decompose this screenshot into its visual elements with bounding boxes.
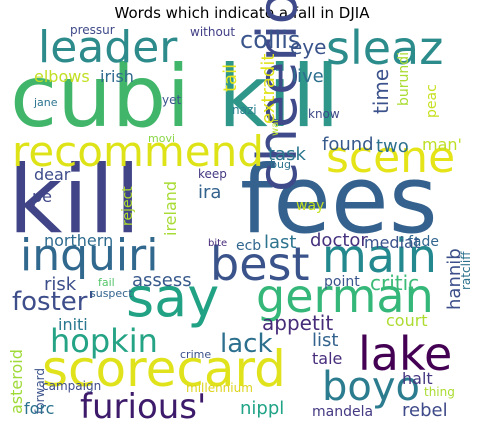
word-nippl-62: nippl bbox=[240, 398, 284, 419]
word-found-31: found bbox=[322, 134, 374, 155]
word-ratcliff-45: ratcliff bbox=[459, 251, 473, 290]
word-lack-54: lack bbox=[220, 329, 273, 359]
word-fees-3: fees bbox=[240, 146, 438, 255]
word-irish-24: irish bbox=[100, 67, 134, 86]
word-sleaz-5: sleaz bbox=[326, 21, 443, 75]
word-ireland-36: ireland bbox=[161, 181, 180, 236]
word-halt-60: halt bbox=[402, 369, 433, 388]
word-scene-8: scene bbox=[326, 132, 455, 183]
word-time-27: time bbox=[369, 69, 393, 114]
word-crime-78: crime bbox=[180, 348, 211, 361]
word-critic-48: critic bbox=[370, 271, 419, 295]
word-task-32: task bbox=[268, 144, 306, 165]
word-main-10: main bbox=[322, 229, 437, 283]
word-forward-59: forward bbox=[33, 368, 47, 414]
word-bug-73: bug bbox=[270, 158, 291, 171]
word-tail-22: tail bbox=[220, 64, 241, 92]
word-eye-20: eye bbox=[290, 35, 326, 59]
word-without-66: without bbox=[190, 25, 235, 39]
word-nazi-69: nazi bbox=[232, 103, 257, 117]
word-inquiri-9: inquiri bbox=[20, 230, 158, 281]
word-risk-46: risk bbox=[44, 274, 77, 295]
word-yet-68: yet bbox=[162, 93, 181, 107]
word-pe-34: pe bbox=[32, 187, 52, 206]
word-recommend-7: recommend bbox=[12, 127, 264, 176]
word-kill-1: kill bbox=[218, 47, 339, 147]
chart-title: Words which indicate a fall in DJIA bbox=[114, 4, 370, 22]
word-point-51: point bbox=[324, 274, 360, 290]
word-scorecard-15: scorecard bbox=[42, 340, 286, 398]
word-initi-58: initi bbox=[58, 315, 88, 334]
word-say-12: say bbox=[126, 266, 219, 329]
word-ecb-75: ecb bbox=[236, 238, 261, 254]
word-german-13: german bbox=[256, 269, 434, 323]
word-hopkin-14: hopkin bbox=[50, 322, 158, 360]
word-foster-50: foster' bbox=[12, 287, 95, 317]
word-thing-81: thing bbox=[424, 385, 455, 399]
word-suspect-77: suspect bbox=[90, 287, 133, 300]
word-dear-33: dear bbox=[34, 165, 71, 184]
word-mediat-40: mediat bbox=[364, 233, 420, 252]
word-reject-35: reject bbox=[120, 186, 136, 226]
word-court-53: court bbox=[386, 311, 428, 330]
word-war-71: war bbox=[270, 117, 281, 136]
word-way-39: way bbox=[296, 198, 324, 214]
word-pressur-65: pressur bbox=[70, 23, 115, 37]
word-burundi-26: burundi bbox=[396, 52, 412, 106]
word-fail-76: fail bbox=[98, 276, 115, 289]
word-fade-44: fade bbox=[408, 234, 439, 250]
word-last-42: last bbox=[264, 232, 296, 253]
word-best-11: best bbox=[210, 237, 310, 291]
word-keep-38: keep bbox=[198, 167, 227, 181]
word-elbows-23: elbows bbox=[34, 67, 90, 86]
word-lake-16: lake bbox=[358, 327, 452, 381]
word-appetit-52: appetit bbox=[262, 311, 333, 335]
word-campaign-79: campaign bbox=[42, 379, 101, 393]
word-know-72: know bbox=[308, 107, 340, 121]
word-assess-47: assess bbox=[132, 270, 192, 291]
word-doctor-43: doctor bbox=[310, 230, 368, 251]
word-kill-2: kill bbox=[8, 146, 141, 255]
word-ira-37: ira bbox=[198, 182, 221, 203]
word-live-25: live bbox=[292, 66, 324, 87]
word-rebel-64: rebel bbox=[402, 400, 448, 421]
word-man-29: man' bbox=[422, 135, 462, 154]
word-hannib-49: hannib bbox=[444, 248, 465, 310]
word-cheerio-6: cheerio bbox=[246, 0, 309, 192]
word-collis-19: collis bbox=[240, 26, 300, 54]
word-list-55: list bbox=[312, 330, 338, 351]
word-extradit-21: extradit bbox=[258, 54, 279, 124]
word-peac-28: peac bbox=[424, 84, 440, 118]
word-jane-67: jane bbox=[33, 96, 58, 109]
word-northern-41: northern bbox=[44, 231, 113, 250]
word-furious-18: furious' bbox=[80, 387, 206, 427]
word-movi-70: movi bbox=[148, 132, 175, 145]
word-two-30: two bbox=[376, 136, 409, 157]
word-asteroid-57: asteroid bbox=[7, 349, 26, 414]
word-millennium-80: millennium bbox=[186, 381, 253, 395]
word-mandela-63: mandela bbox=[312, 404, 373, 420]
word-bite-74: bite bbox=[208, 238, 227, 249]
word-leader-4: leader bbox=[38, 22, 178, 73]
word-forc-61: forc bbox=[24, 399, 54, 418]
word-cubi-0: cubi bbox=[10, 47, 190, 147]
word-boyo-17: boyo bbox=[322, 364, 420, 410]
word-tale-56: tale bbox=[312, 349, 342, 368]
